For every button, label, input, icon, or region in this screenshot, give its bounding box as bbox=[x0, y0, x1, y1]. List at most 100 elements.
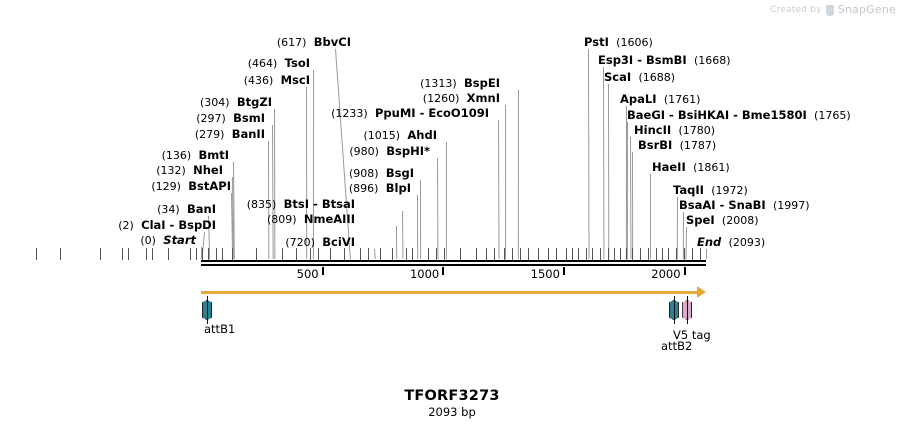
enzyme-site-label-end[interactable]: End (2093) bbox=[697, 236, 765, 249]
restriction-site-tick bbox=[282, 248, 283, 260]
site-enzyme-name: BanI bbox=[187, 202, 216, 216]
enzyme-site-label-bsgi[interactable]: (908) BsgI bbox=[349, 167, 414, 180]
axis-tick-label: 1500 bbox=[530, 267, 560, 281]
enzyme-site-label-btsi[interactable]: (835) BtsI - BtsaI bbox=[247, 198, 355, 211]
enzyme-site-label-bstapi[interactable]: (129) BstAPI bbox=[151, 180, 231, 193]
site-enzyme-name: ScaI bbox=[604, 70, 632, 84]
name-separator: - bbox=[665, 108, 678, 122]
enzyme-site-label-spei[interactable]: SpeI (2008) bbox=[686, 214, 758, 227]
site-position: (1787) bbox=[679, 139, 717, 152]
enzyme-site-label-ppumi[interactable]: (1233) PpuMI - EcoO109I bbox=[331, 107, 489, 120]
enzyme-site-label-xmni[interactable]: (1260) XmnI bbox=[423, 92, 500, 105]
leader-line-bsphi bbox=[437, 157, 439, 259]
site-enzyme-name: BspEI bbox=[464, 76, 500, 90]
restriction-site-tick bbox=[128, 248, 129, 260]
axis-tick bbox=[683, 267, 686, 275]
axis-tick-label: 2000 bbox=[651, 267, 681, 281]
restriction-site-tick bbox=[538, 248, 539, 260]
feature-label-v5-tag[interactable]: V5 tag bbox=[673, 328, 711, 342]
feature-label-attb1[interactable]: attB1 bbox=[204, 322, 236, 336]
restriction-site-tick bbox=[520, 248, 521, 260]
restriction-site-tick bbox=[146, 248, 147, 260]
enzyme-site-label-tsoi[interactable]: (464) TsoI bbox=[248, 57, 310, 70]
name-separator: - bbox=[715, 198, 729, 212]
restriction-site-tick bbox=[168, 248, 169, 260]
restriction-site-tick bbox=[380, 248, 381, 260]
site-enzyme-name: Esp3I bbox=[598, 53, 634, 67]
enzyme-site-label-baegi[interactable]: BaeGI - BsiHKAI - Bme1580I (1765) bbox=[627, 109, 851, 122]
feature-label-attb2[interactable]: attB2 bbox=[661, 339, 693, 353]
enzyme-site-label-apali[interactable]: ApaLI (1761) bbox=[620, 93, 700, 106]
site-position: (1688) bbox=[638, 71, 676, 84]
leader-line-btgzi bbox=[274, 108, 276, 259]
restriction-site-tick bbox=[460, 248, 461, 260]
enzyme-site-label-nmeaiii[interactable]: (809) NmeAIII bbox=[267, 213, 355, 226]
enzyme-site-label-bsphi[interactable]: (980) BspHI* bbox=[349, 145, 430, 158]
site-position: (809) bbox=[266, 213, 297, 226]
site-position: (34) bbox=[157, 203, 180, 216]
orf-arrow-head[interactable] bbox=[697, 286, 706, 298]
enzyme-site-label-bsmi[interactable]: (297) BsmI bbox=[196, 112, 265, 125]
enzyme-site-label-esp3i[interactable]: Esp3I - BsmBI (1668) bbox=[598, 54, 731, 67]
site-enzyme-name: BsiHKAI bbox=[677, 108, 730, 122]
ruler-line-top bbox=[201, 260, 706, 262]
enzyme-site-label-taqii[interactable]: TaqII (1972) bbox=[673, 184, 748, 197]
orf-arrow-shaft[interactable] bbox=[201, 291, 698, 294]
leader-line-spei bbox=[685, 227, 687, 260]
enzyme-site-label-nhei[interactable]: (132) NheI bbox=[156, 164, 223, 177]
enzyme-site-label-banii[interactable]: (279) BanII bbox=[195, 128, 265, 141]
enzyme-site-label-psti[interactable]: PstI (1606) bbox=[584, 36, 653, 49]
site-enzyme-name: NmeAIII bbox=[303, 212, 355, 226]
enzyme-site-label-scai[interactable]: ScaI (1688) bbox=[604, 71, 675, 84]
site-enzyme-name: BsmBI bbox=[646, 53, 687, 67]
site-position: (2093) bbox=[728, 236, 766, 249]
site-enzyme-name: BbvCI bbox=[313, 35, 351, 49]
axis-tick-label: 1000 bbox=[409, 267, 440, 281]
restriction-site-tick bbox=[60, 248, 61, 260]
enzyme-site-label-bsaai[interactable]: BsaAI - SnaBI (1997) bbox=[679, 199, 810, 212]
leader-line-bsrbi bbox=[632, 151, 634, 259]
enzyme-site-label-blpi[interactable]: (896) BlpI bbox=[349, 182, 411, 195]
site-position: (1997) bbox=[772, 199, 810, 212]
site-enzyme-name: BtsaI bbox=[321, 197, 355, 211]
restriction-site-tick bbox=[296, 248, 297, 260]
enzyme-site-label-clai[interactable]: (2) ClaI - BspDI bbox=[118, 219, 216, 232]
site-enzyme-name: PpuMI bbox=[375, 106, 416, 120]
restriction-site-tick bbox=[578, 248, 579, 260]
axis-tick-label: 500 bbox=[296, 267, 319, 281]
site-position: (129) bbox=[151, 180, 181, 193]
restriction-site-tick bbox=[122, 248, 123, 260]
site-position: (1761) bbox=[663, 93, 701, 106]
enzyme-site-label-bsrbi[interactable]: BsrBI (1787) bbox=[638, 139, 716, 152]
leader-line-tsoi bbox=[312, 70, 314, 260]
enzyme-site-label-bani[interactable]: (34) BanI bbox=[157, 203, 216, 216]
restriction-site-tick bbox=[444, 248, 445, 260]
leader-line-btsi bbox=[402, 210, 404, 259]
site-enzyme-name: Start bbox=[163, 233, 196, 247]
enzyme-site-label-start[interactable]: (0) Start bbox=[140, 234, 196, 247]
site-enzyme-name: BsrBI bbox=[638, 138, 673, 152]
site-enzyme-name: NheI bbox=[193, 163, 223, 177]
restriction-site-tick bbox=[640, 248, 641, 260]
feature-stem-v5-tag bbox=[687, 296, 689, 324]
restriction-site-tick bbox=[436, 248, 437, 260]
enzyme-site-label-bspei[interactable]: (1313) BspEI bbox=[420, 77, 500, 90]
enzyme-site-label-haeii[interactable]: HaeII (1861) bbox=[652, 161, 730, 174]
site-position: (1861) bbox=[693, 161, 730, 174]
enzyme-site-label-btgzi[interactable]: (304) BtgZI bbox=[200, 96, 272, 109]
enzyme-site-label-ahdi[interactable]: (1015) AhdI bbox=[364, 129, 438, 142]
restriction-site-tick bbox=[528, 248, 529, 260]
enzyme-site-label-hincii[interactable]: HincII (1780) bbox=[634, 124, 715, 137]
restriction-site-tick bbox=[392, 248, 393, 260]
site-enzyme-name: BtgZI bbox=[236, 95, 272, 109]
site-enzyme-name: SnaBI bbox=[728, 198, 766, 212]
enzyme-site-label-bmti[interactable]: (136) BmtI bbox=[162, 149, 229, 162]
restriction-site-tick bbox=[232, 248, 233, 260]
enzyme-site-label-bbvci[interactable]: (617) BbvCI bbox=[277, 36, 351, 49]
site-enzyme-name: BsaAI bbox=[679, 198, 716, 212]
restriction-site-tick bbox=[36, 248, 37, 260]
feature-stem-attb1 bbox=[207, 296, 209, 324]
enzyme-site-label-bcivi[interactable]: (720) BciVI bbox=[285, 236, 355, 249]
enzyme-site-label-msci[interactable]: (436) MscI bbox=[244, 74, 310, 87]
